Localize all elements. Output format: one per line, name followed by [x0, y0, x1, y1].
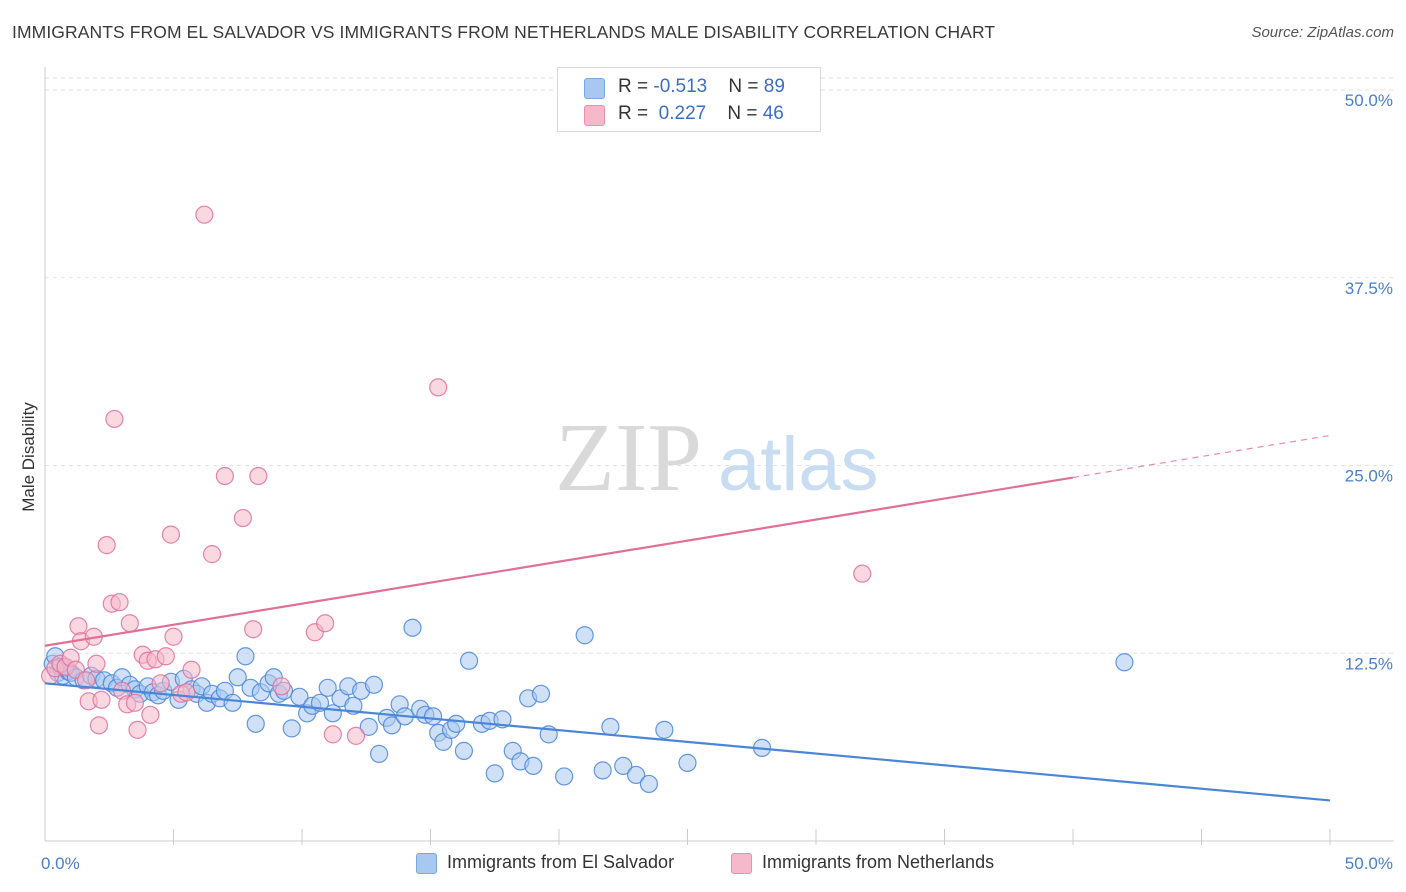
data-point	[555, 767, 574, 786]
bottom-legend-swatch-el-salvador	[416, 853, 437, 874]
data-point	[89, 716, 109, 735]
data-point	[244, 620, 263, 639]
data-point	[447, 714, 466, 733]
data-point	[223, 693, 242, 712]
data-points	[41, 205, 1134, 794]
watermark: ZIP atlas	[555, 404, 879, 512]
legend-r-value: -0.513	[653, 76, 708, 97]
data-point	[97, 536, 116, 555]
data-point	[429, 378, 448, 397]
data-point	[370, 744, 389, 763]
legend-r-label: R =	[618, 76, 654, 97]
data-point	[290, 687, 309, 706]
data-point	[202, 545, 222, 564]
data-point	[593, 761, 612, 780]
data-point	[323, 704, 342, 723]
data-point	[77, 671, 96, 690]
data-point	[236, 647, 255, 666]
data-point	[382, 716, 402, 735]
data-point	[639, 774, 659, 794]
series-netherlands-points	[41, 205, 872, 745]
data-point	[346, 726, 366, 745]
x-tick-label: 50.0%	[1345, 854, 1393, 873]
data-point	[141, 705, 160, 724]
data-point	[423, 707, 443, 726]
data-point	[87, 654, 106, 673]
data-point	[156, 647, 175, 666]
data-point	[626, 765, 646, 785]
y-tick-label: 25.0%	[1345, 467, 1393, 486]
watermark-atlas: atlas	[718, 422, 879, 507]
legend-n-label: N =	[728, 76, 764, 97]
y-tick-label: 50.0%	[1345, 91, 1393, 110]
data-point	[316, 614, 335, 633]
source-credit: Source: ZipAtlas.com	[1251, 24, 1394, 41]
data-point	[524, 756, 543, 776]
grid-lines	[45, 77, 1394, 654]
trend-line-el-salvador	[44, 682, 1331, 802]
data-point	[151, 674, 170, 693]
data-point	[105, 409, 124, 429]
data-point	[161, 525, 181, 544]
data-point	[246, 714, 265, 733]
watermark-zip: ZIP	[555, 404, 702, 512]
data-point	[364, 675, 384, 694]
data-point	[318, 678, 337, 697]
data-point	[125, 693, 145, 712]
data-point	[655, 720, 674, 739]
axes	[44, 67, 1394, 845]
data-point	[323, 725, 342, 744]
data-point	[678, 753, 697, 772]
y-tick-label: 12.5%	[1345, 654, 1393, 673]
trend-line-extension	[1072, 434, 1331, 479]
data-point	[454, 741, 474, 760]
legend-n-value: 89	[763, 76, 785, 97]
data-point	[485, 764, 504, 783]
series-el-salvador-points	[43, 618, 1134, 794]
legend-r-value: 0.227	[653, 103, 707, 124]
legend-n-label: N =	[727, 103, 763, 124]
legend-swatch-netherlands	[584, 105, 605, 126]
data-point	[459, 651, 479, 670]
data-point	[128, 720, 147, 739]
data-point	[282, 719, 301, 738]
data-point	[215, 466, 234, 486]
data-point	[853, 564, 872, 583]
data-point	[69, 617, 88, 636]
data-point	[403, 618, 422, 637]
data-point	[614, 756, 633, 776]
data-point	[272, 677, 291, 696]
data-point	[531, 684, 551, 703]
data-point	[195, 205, 214, 224]
data-point	[164, 627, 183, 646]
data-point	[249, 466, 268, 486]
data-point	[1115, 653, 1134, 672]
bottom-legend-swatch-netherlands	[731, 853, 752, 874]
data-point	[575, 626, 594, 645]
x-tick-label: 0.0%	[41, 854, 80, 873]
bottom-legend-label: Immigrants from El Salvador	[447, 852, 675, 872]
data-point	[228, 668, 247, 687]
data-point	[601, 717, 620, 736]
data-point	[177, 683, 196, 702]
data-point	[233, 508, 252, 528]
tick-labels: 12.5% 25.0% 37.5% 50.0% 0.0% 50.0%	[41, 91, 1393, 873]
data-point	[92, 690, 111, 709]
data-point	[359, 717, 378, 736]
chart-title: IMMIGRANTS FROM EL SALVADOR VS IMMIGRANT…	[12, 22, 996, 42]
data-point	[110, 593, 129, 612]
trend-line-netherlands	[44, 476, 1074, 647]
y-axis-label: Male Disability	[19, 402, 38, 512]
legend-r-label: R =	[618, 103, 654, 124]
legend-swatch-el-salvador	[584, 78, 605, 99]
y-tick-label: 37.5%	[1345, 279, 1393, 298]
bottom-legend-label: Immigrants from Netherlands	[762, 852, 995, 872]
data-point	[120, 614, 139, 633]
correlation-legend: R = -0.513 N = 89 R = 0.227 N = 46	[557, 67, 821, 132]
legend-n-value: 46	[762, 103, 784, 124]
trend-lines	[44, 434, 1331, 802]
data-point	[182, 660, 201, 679]
